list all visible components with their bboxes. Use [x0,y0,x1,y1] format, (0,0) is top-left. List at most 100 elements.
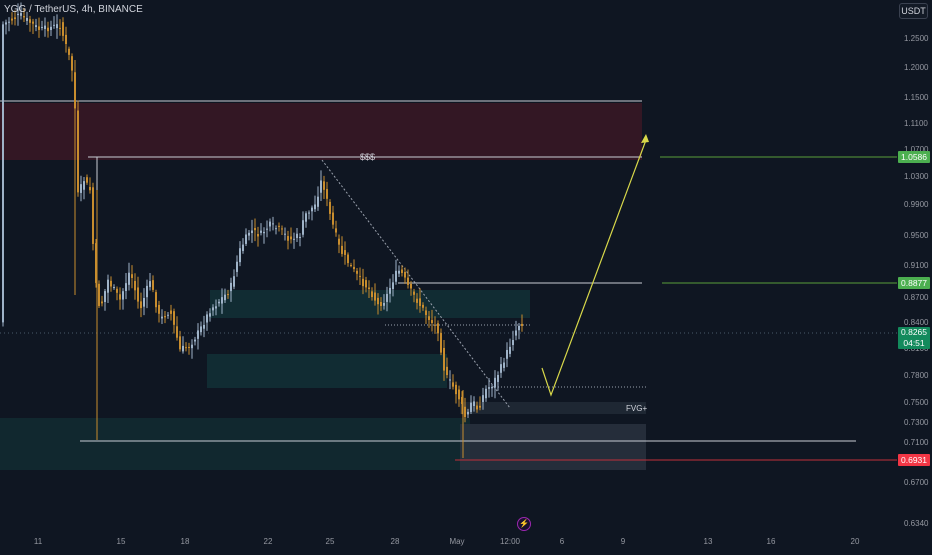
candle-body [431,320,433,324]
candle-body [113,287,115,289]
candle-body [347,254,349,264]
time-tick-label: 13 [704,537,713,546]
candle-body [428,316,430,320]
price-tick-label: 0.9500 [904,231,929,240]
candle-body [188,346,190,348]
candle-body [215,306,217,309]
candle-body [434,324,436,326]
candle-body [362,278,364,287]
candle-body [437,323,439,334]
candle-body [257,234,259,237]
candle-body [479,405,481,408]
candle-body [101,301,103,304]
candle-body [452,382,454,387]
candle-body [158,304,160,314]
price-tick-label: 0.7100 [904,438,929,447]
candle-body [59,27,61,29]
symbol-title[interactable]: YGG / TetherUS, 4h, BINANCE [4,4,143,15]
price-tick-label: 0.9100 [904,261,929,270]
candle-body [155,292,157,308]
demand-zone-3 [0,418,470,470]
candle-body [143,298,145,307]
time-tick-label: 28 [391,537,400,546]
candle-body [512,339,514,346]
candle-body [509,346,511,354]
resistance-price-label: 0.8877 [901,278,927,288]
candle-body [53,24,55,26]
candle-body [521,323,523,326]
candle-body [89,186,91,191]
candle-body [173,311,175,325]
candlesticks [2,2,523,458]
candle-body [383,303,385,306]
candle-body [218,301,220,304]
candle-body [398,270,400,274]
price-tick-label: 1.1500 [904,93,929,102]
lightning-icon[interactable]: ⚡ [517,517,531,531]
candle-body [323,181,325,190]
candle-body [98,283,100,307]
candle-body [44,25,46,29]
candle-body [2,24,4,323]
candle-body [377,297,379,305]
time-axis[interactable]: 11 15 18 22 25 28 May 12:00 6 9 13 16 20 [0,532,932,550]
projection-arrowhead [641,134,649,143]
currency-button[interactable]: USDT [899,3,928,19]
candle-body [170,310,172,314]
candle-body [380,302,382,307]
price-tick-label: 0.6700 [904,478,929,487]
candle-body [47,27,49,32]
candle-body [410,283,412,289]
candle-body [152,280,154,290]
candle-body [179,336,181,350]
candle-body [65,34,67,45]
candle-body [440,332,442,353]
projection-path[interactable] [541,139,647,397]
candle-body [92,187,94,244]
candle-body [371,291,373,298]
price-tick-label: 0.7800 [904,371,929,380]
price-axis[interactable]: 1.2500 1.2000 1.1500 1.1100 1.0700 1.0300 0.99… [897,0,932,532]
time-axis-bg [0,532,932,550]
candle-body [35,25,37,28]
candle-body [443,347,445,371]
time-tick-label: 18 [181,537,190,546]
candle-body [14,17,16,19]
candle-body [239,248,241,263]
time-tick-label: May [449,537,464,546]
candle-body [425,310,427,315]
candle-body [203,324,205,329]
demand-zone-2 [207,354,447,388]
current-price-tag: 0.8265 04:51 [898,327,930,349]
candle-body [338,238,340,245]
candle-body [95,243,97,283]
candle-body [482,395,484,402]
candle-body [194,339,196,342]
candle-body [413,291,415,295]
candle-body [26,17,28,21]
candle-body [485,388,487,399]
candle-body [23,16,25,18]
price-tick-label: 1.0700 [904,145,929,154]
candle-body [32,21,34,24]
candle-body [497,374,499,382]
candle-body [122,291,124,300]
candle-body [467,411,469,415]
candle-body [446,366,448,376]
candle-body [245,234,247,244]
candle-body [167,314,169,316]
candle-body [332,212,334,225]
candle-body [8,21,10,23]
time-tick-label: 15 [117,537,126,546]
target-price-tag: 1.0586 [898,151,930,163]
candle-body [251,230,253,234]
candle-body [326,189,328,199]
candle-body [242,244,244,251]
fvg-zone [460,402,646,414]
candle-body [293,238,295,240]
bar-countdown: 04:51 [903,338,925,348]
candle-body [335,228,337,233]
candle-body [104,291,106,302]
